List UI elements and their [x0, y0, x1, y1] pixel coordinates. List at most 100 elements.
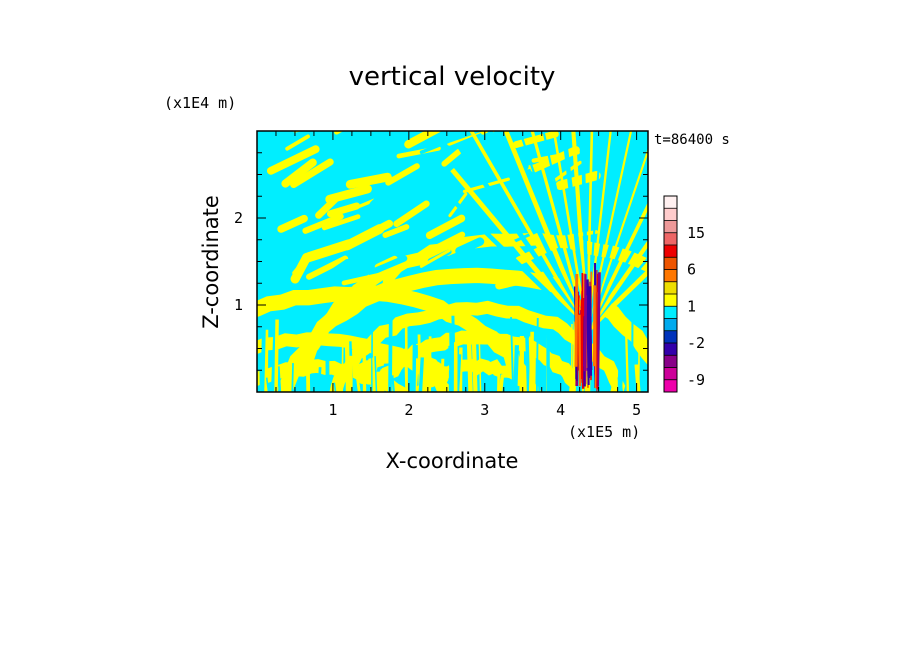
- surface-finger: [317, 367, 322, 392]
- plume-ray: [586, 147, 648, 332]
- surface-finger: [425, 359, 430, 392]
- colorbar-tick-label: 1: [687, 297, 696, 315]
- y-tick-label: 1: [234, 296, 243, 314]
- wave-band: [257, 359, 411, 392]
- plume-ray: [585, 201, 648, 332]
- wave-streak: [292, 255, 310, 275]
- wave-streak: [305, 255, 349, 280]
- y-unit-label: (x1E4 m): [164, 94, 236, 112]
- x-unit-label: (x1E5 m): [568, 423, 640, 441]
- surface-finger: [404, 320, 408, 392]
- surface-finger: [372, 357, 376, 392]
- surface-finger: [634, 364, 641, 392]
- wave-streak: [341, 271, 387, 286]
- surface-finger: [455, 354, 462, 392]
- time-label: t=86400 s: [654, 132, 730, 148]
- surface-finger: [324, 381, 329, 392]
- colorbar-swatch: [664, 281, 677, 295]
- colorbar-swatch: [664, 367, 677, 381]
- plot-area: [256, 113, 649, 393]
- plume-filament: [588, 286, 593, 376]
- wave-streak: [382, 224, 410, 238]
- surface-finger: [333, 382, 337, 392]
- surface-finger: [412, 328, 417, 392]
- surface-finger: [374, 356, 378, 392]
- colorbar-tick-label: 15: [687, 224, 705, 242]
- colorbar-swatch: [664, 208, 677, 221]
- surface-finger: [355, 377, 361, 392]
- wave-streak: [472, 139, 512, 166]
- wave-streak: [345, 172, 392, 189]
- plume-ray: [443, 191, 589, 333]
- plume-ray: [552, 131, 589, 332]
- surface-finger: [274, 319, 279, 392]
- wave-streak: [495, 271, 549, 290]
- surface-finger: [305, 351, 311, 392]
- wave-streak: [393, 200, 430, 228]
- colorbar-swatch: [664, 343, 677, 356]
- surface-finger: [291, 363, 294, 392]
- wave-streak: [261, 131, 289, 148]
- wave-streak: [285, 134, 310, 151]
- plume-ray: [585, 177, 648, 332]
- surface-finger: [610, 379, 615, 392]
- plume-ray: [586, 223, 648, 332]
- wave-streak: [419, 248, 451, 268]
- plume-ray: [458, 146, 590, 333]
- surface-finger: [449, 352, 454, 392]
- wave-streak: [312, 258, 352, 288]
- plume-ray: [585, 268, 648, 333]
- colorbar-swatch: [664, 306, 677, 319]
- colorbar-swatch: [664, 269, 677, 283]
- surface-finger: [260, 316, 267, 392]
- surface-finger: [380, 369, 385, 392]
- surface-finger: [428, 336, 432, 392]
- wave-streak: [325, 184, 372, 204]
- surface-finger: [391, 375, 395, 392]
- surface-finger: [466, 318, 473, 392]
- colorbar-swatch: [664, 294, 677, 307]
- wave-streak: [269, 113, 297, 125]
- surface-finger: [440, 358, 445, 392]
- surface-finger: [494, 378, 499, 392]
- wave-streak: [476, 179, 517, 207]
- wave-band: [355, 347, 450, 385]
- plume-filament: [578, 314, 582, 387]
- chart-title: vertical velocity: [349, 62, 556, 92]
- colorbar-swatch: [664, 232, 677, 246]
- colorbar-swatch: [664, 245, 677, 258]
- y-axis: 12: [234, 130, 648, 393]
- plume-ray: [450, 167, 590, 333]
- plume-ray: [586, 256, 648, 332]
- plume-ray: [518, 131, 589, 332]
- colorbar-swatch: [664, 257, 677, 270]
- surface-finger: [497, 365, 501, 392]
- surface-finger: [270, 335, 278, 392]
- surface-finger: [513, 345, 520, 392]
- colorbar-tick-label: -9: [687, 371, 705, 389]
- surface-finger: [498, 374, 505, 392]
- surface-finger: [344, 338, 351, 392]
- plume-filament: [584, 295, 588, 385]
- x-tick-label: 3: [480, 401, 489, 419]
- plume-ray: [530, 131, 589, 332]
- plume-ray: [561, 131, 590, 332]
- surface-finger: [569, 383, 573, 392]
- surface-finger: [348, 355, 353, 392]
- colorbar-frame: [663, 195, 678, 393]
- wave-streak: [385, 163, 420, 186]
- plume-filament: [585, 279, 591, 378]
- plume-filament: [596, 272, 601, 387]
- wave-streak: [302, 213, 344, 234]
- updraft-plume: [573, 262, 601, 392]
- wave-streak: [441, 148, 462, 167]
- surface-finger: [277, 366, 282, 392]
- surface-finger: [510, 317, 515, 392]
- wave-streak: [368, 255, 408, 276]
- wave-streak: [426, 231, 466, 255]
- plume-ray: [503, 131, 590, 332]
- wave-streak: [326, 202, 361, 218]
- surface-finger: [478, 336, 482, 392]
- plume-ray: [586, 131, 612, 332]
